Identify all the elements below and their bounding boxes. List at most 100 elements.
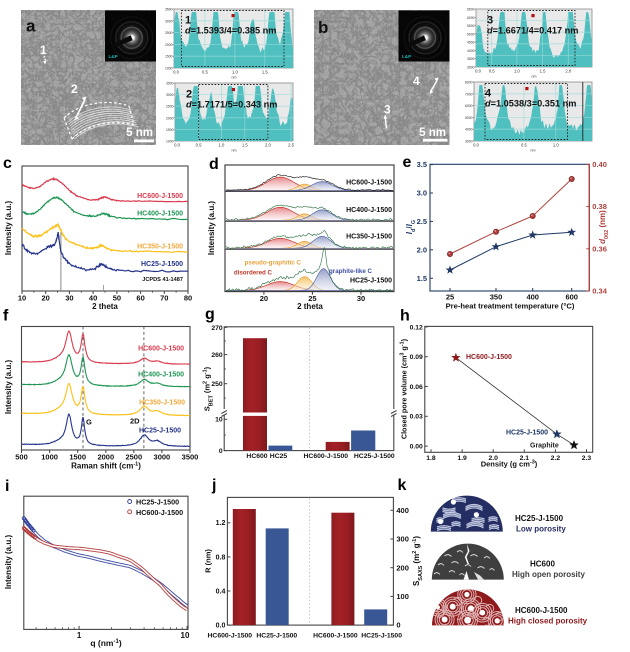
svg-text:HC25-J-1500: HC25-J-1500 <box>354 453 395 460</box>
svg-text:d=1.7171/5=0.343 nm: d=1.7171/5=0.343 nm <box>186 100 277 110</box>
svg-text:400: 400 <box>526 293 539 302</box>
svg-text:HC600-J-1500: HC600-J-1500 <box>515 606 568 615</box>
svg-text:0.40: 0.40 <box>592 160 607 169</box>
svg-text:3500: 3500 <box>166 82 174 86</box>
svg-text:2.0: 2.0 <box>488 455 498 462</box>
svg-text:HC350-J-1500: HC350-J-1500 <box>139 400 185 407</box>
svg-text:3.0: 3.0 <box>417 189 427 198</box>
svg-text:260: 260 <box>211 352 223 359</box>
svg-text:c: c <box>3 155 12 172</box>
svg-text:0.0: 0.0 <box>173 70 179 75</box>
svg-text:20: 20 <box>42 294 50 303</box>
svg-text:4500: 4500 <box>467 41 475 45</box>
svg-text:20: 20 <box>260 294 268 303</box>
svg-text:3000: 3000 <box>467 66 475 70</box>
svg-text:HC25-J-1500: HC25-J-1500 <box>136 498 179 507</box>
svg-text:1.0: 1.0 <box>553 143 559 148</box>
svg-text:pseudo-graphitic C: pseudo-graphitic C <box>245 260 302 267</box>
svg-text:h: h <box>400 308 410 325</box>
svg-text:2.0: 2.0 <box>265 143 271 148</box>
svg-text:Intensity (a.u.): Intensity (a.u.) <box>4 360 13 415</box>
svg-text:0.5: 0.5 <box>489 69 495 74</box>
svg-text:0.12: 0.12 <box>410 324 423 331</box>
svg-text:1.0: 1.0 <box>232 70 238 75</box>
svg-text:i: i <box>5 478 9 495</box>
svg-text:2 theta: 2 theta <box>92 302 118 311</box>
svg-text:1.2: 1.2 <box>216 520 226 527</box>
svg-text:0: 0 <box>396 621 400 630</box>
svg-text:High closed porosity: High closed porosity <box>508 617 588 626</box>
svg-text:nm: nm <box>532 75 537 79</box>
svg-text:2.0: 2.0 <box>417 245 427 254</box>
svg-text:2.2: 2.2 <box>551 455 561 462</box>
svg-text:nm: nm <box>531 149 536 153</box>
svg-text:HC600-J-1500: HC600-J-1500 <box>313 633 358 640</box>
svg-text:HC25-J-1500: HC25-J-1500 <box>515 514 564 523</box>
svg-text:HC350-J-1500: HC350-J-1500 <box>137 244 183 251</box>
svg-text:Raman shift (cm-1): Raman shift (cm-1) <box>71 462 141 471</box>
svg-text:3: 3 <box>487 15 493 27</box>
svg-text:0.4: 0.4 <box>216 588 226 595</box>
svg-text:HC600: HC600 <box>246 453 267 460</box>
svg-text:HC25-J-1500: HC25-J-1500 <box>350 278 392 285</box>
svg-text:HC400-J-1500: HC400-J-1500 <box>138 372 184 379</box>
svg-text:1.0: 1.0 <box>218 143 224 148</box>
svg-text:d=1.5393/4=0.385 nm: d=1.5393/4=0.385 nm <box>185 26 276 36</box>
svg-text:HC25-J-1500: HC25-J-1500 <box>141 261 183 268</box>
svg-text:270: 270 <box>211 325 223 332</box>
svg-text:60: 60 <box>136 294 144 303</box>
svg-text:0.36: 0.36 <box>592 244 607 253</box>
svg-text:k: k <box>398 477 407 494</box>
svg-text:HC400-J-1500: HC400-J-1500 <box>137 211 183 218</box>
svg-text:0.03: 0.03 <box>410 414 423 421</box>
svg-text:1.5: 1.5 <box>262 70 268 75</box>
svg-text:2.0: 2.0 <box>565 69 571 74</box>
svg-text:1.9: 1.9 <box>457 455 467 462</box>
svg-text:1500: 1500 <box>165 55 173 59</box>
svg-text:2.1: 2.1 <box>520 455 530 462</box>
svg-text:3500: 3500 <box>467 57 475 61</box>
svg-text:1.8: 1.8 <box>426 455 436 462</box>
svg-text:2: 2 <box>71 82 78 96</box>
svg-text:HC600-J-1500: HC600-J-1500 <box>346 179 392 186</box>
svg-text:500: 500 <box>15 453 28 462</box>
svg-text:40: 40 <box>89 294 97 303</box>
svg-text:6000: 6000 <box>467 16 475 20</box>
svg-text:3000: 3000 <box>166 93 174 97</box>
svg-text:50: 50 <box>113 294 121 303</box>
svg-text:0.8: 0.8 <box>216 554 226 561</box>
svg-text:0.0: 0.0 <box>216 623 226 630</box>
svg-text:2000: 2000 <box>166 116 174 120</box>
svg-text:Intensity (a.u.): Intensity (a.u.) <box>207 201 216 256</box>
svg-text:0.00: 0.00 <box>410 444 423 451</box>
svg-text:q (nm-1): q (nm-1) <box>90 638 121 648</box>
svg-text:b: b <box>318 18 328 37</box>
svg-text:HC600-J-1500: HC600-J-1500 <box>136 508 183 517</box>
svg-text:3.5: 3.5 <box>417 160 427 169</box>
svg-text:5000: 5000 <box>465 116 473 120</box>
svg-text:HC25-J-1500: HC25-J-1500 <box>256 633 297 640</box>
svg-text:HC600-J-1500: HC600-J-1500 <box>138 346 184 353</box>
svg-text:HC25-J-1500: HC25-J-1500 <box>361 633 402 640</box>
svg-text:0.0: 0.0 <box>473 143 479 148</box>
svg-text:1: 1 <box>77 631 82 640</box>
svg-text:2000: 2000 <box>165 43 173 47</box>
svg-text:a: a <box>26 17 36 36</box>
svg-text:25: 25 <box>308 294 316 303</box>
svg-text:Intensity (a.u.): Intensity (a.u.) <box>4 535 13 590</box>
svg-text:2: 2 <box>186 89 192 101</box>
svg-text:3500: 3500 <box>182 453 199 462</box>
svg-text:HC600: HC600 <box>530 560 555 569</box>
svg-text:70: 70 <box>160 294 168 303</box>
svg-text:3000: 3000 <box>465 140 473 144</box>
svg-text:Closed pore volume (cm3 g-1): Closed pore volume (cm3 g-1) <box>400 338 409 439</box>
svg-text:3500: 3500 <box>165 8 173 12</box>
svg-text:Low porosity: Low porosity <box>516 525 566 534</box>
svg-text:1.5: 1.5 <box>242 143 248 148</box>
svg-text:1: 1 <box>185 15 191 27</box>
svg-text:HC25-J-1500: HC25-J-1500 <box>139 428 181 435</box>
svg-text:2D: 2D <box>130 417 140 426</box>
svg-text:0.38: 0.38 <box>592 202 607 211</box>
svg-text:4000: 4000 <box>465 128 473 132</box>
svg-text:1000: 1000 <box>165 67 173 71</box>
